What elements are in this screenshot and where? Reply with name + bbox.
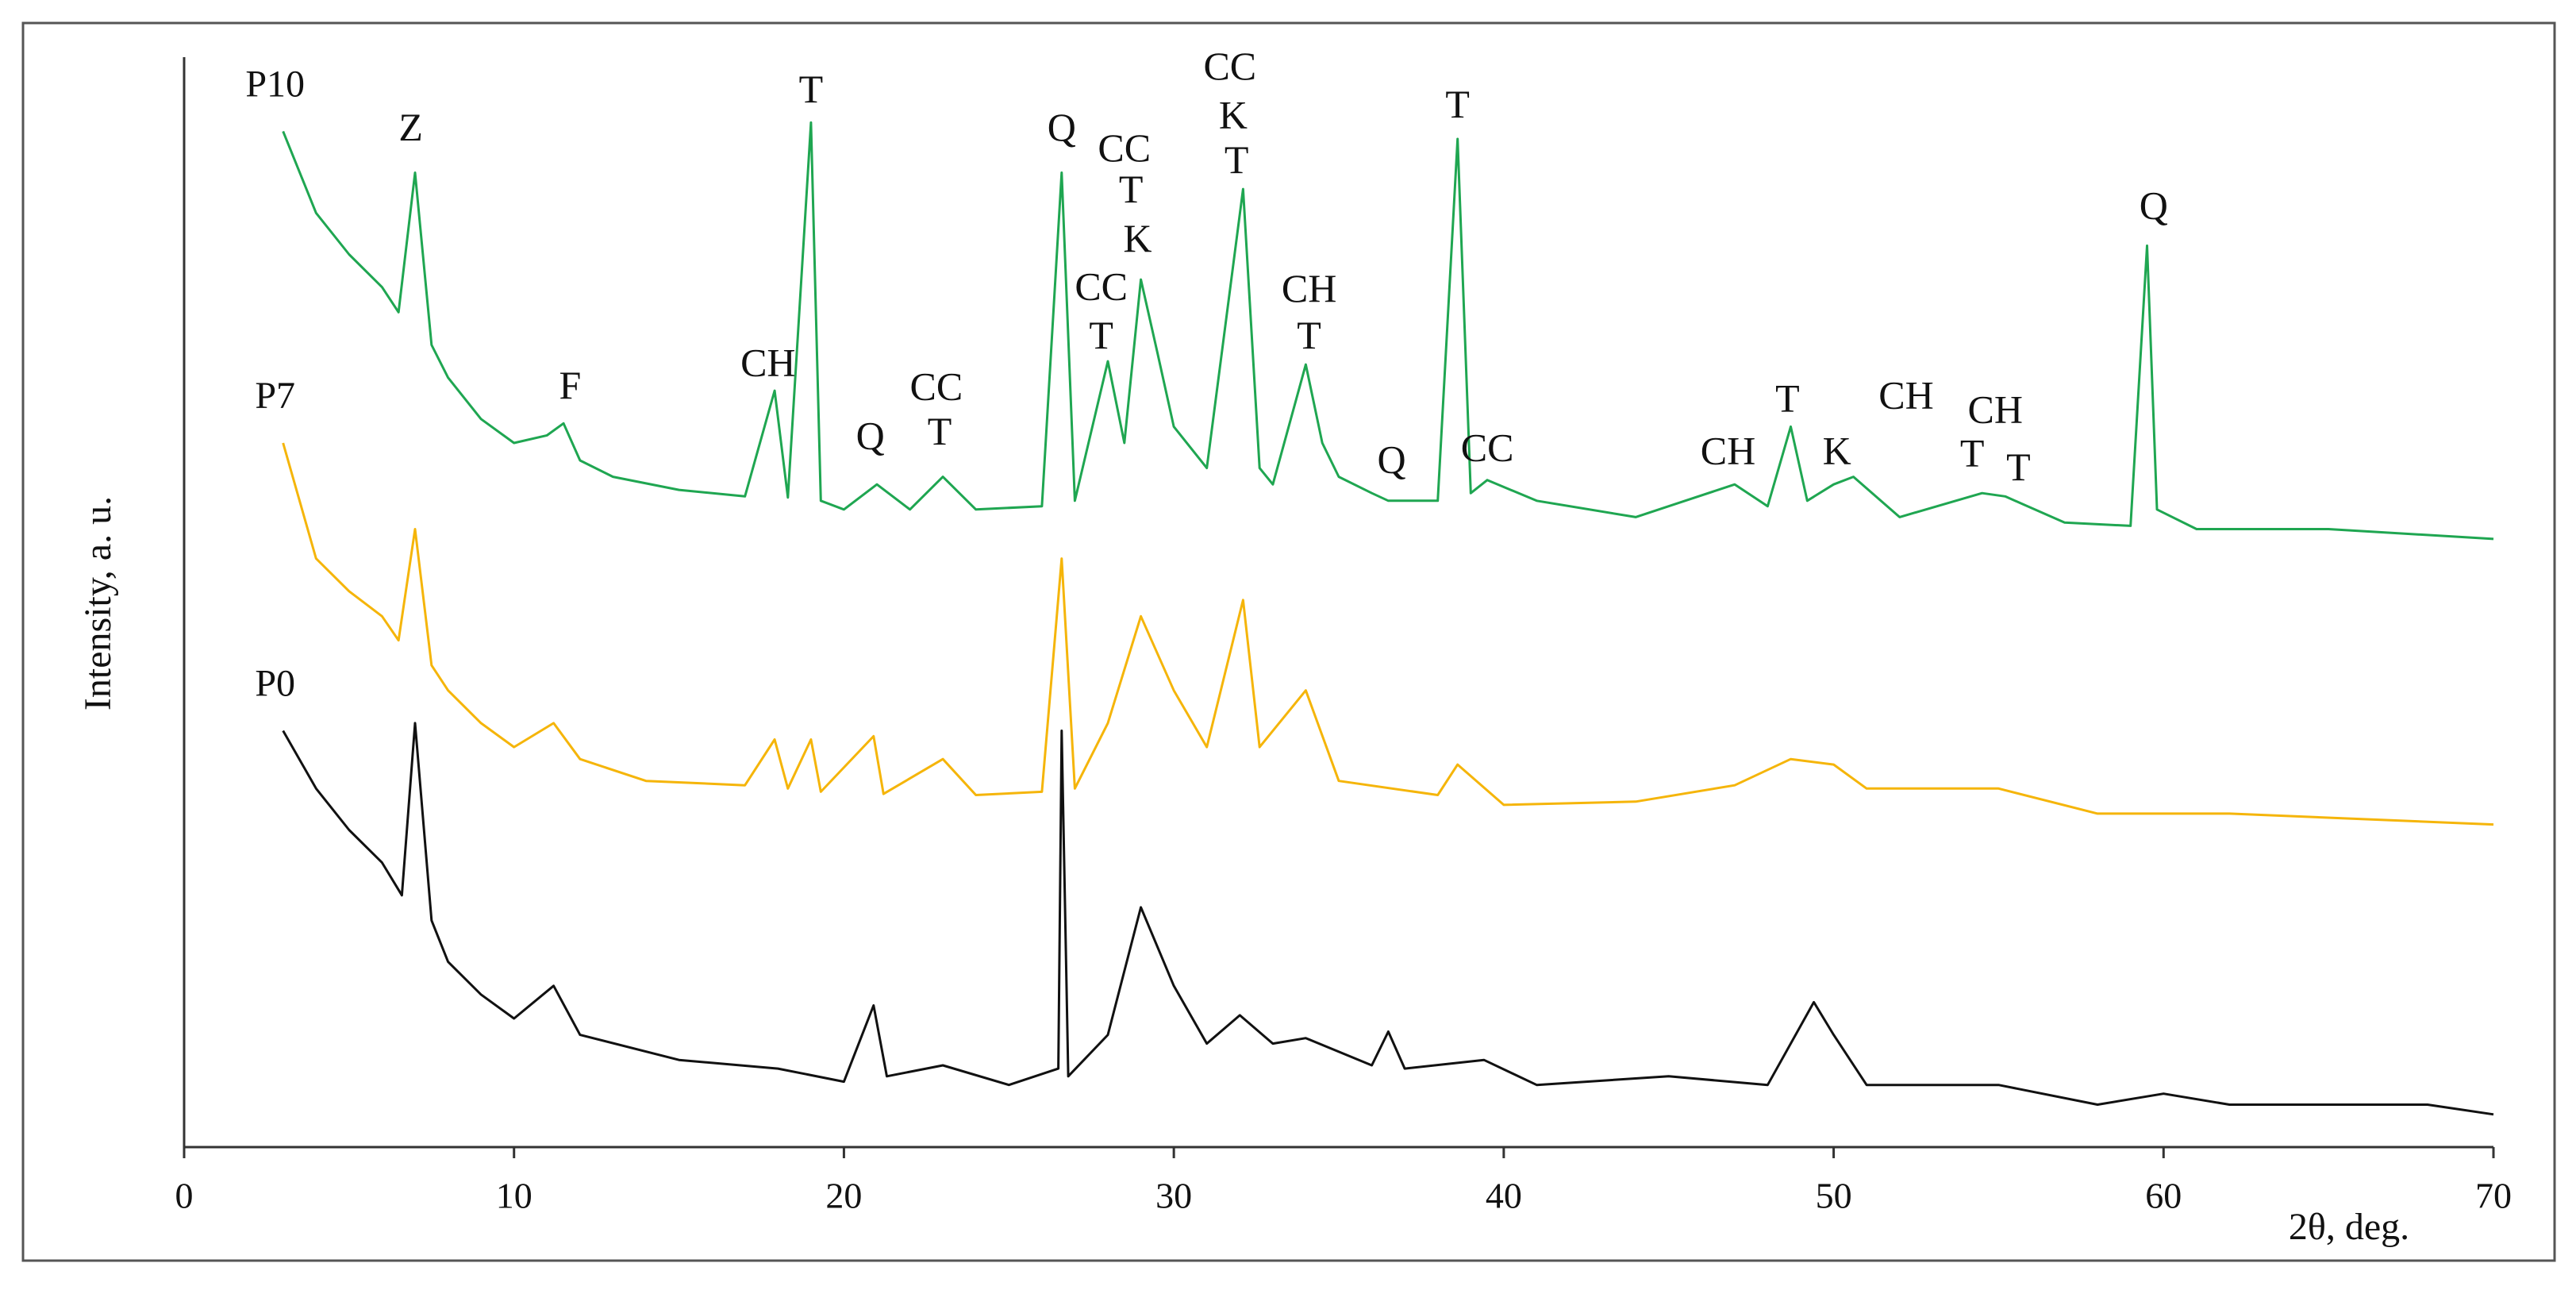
peak-label: CH (740, 340, 795, 384)
peak-label: T (1775, 376, 1800, 421)
peak-label: Q (856, 413, 885, 457)
peak-label: CH (1968, 387, 2023, 431)
peak-label: CC (1075, 264, 1128, 308)
series-label: P0 (255, 663, 295, 705)
peak-label: Q (2140, 183, 2168, 228)
series-line (282, 442, 2494, 826)
peak-label: CC (1203, 44, 1256, 88)
frame (21, 21, 2556, 1262)
x-tick-label: 60 (2145, 1176, 2182, 1216)
series-label: P10 (245, 63, 305, 105)
peak-label: T (1225, 137, 1249, 182)
peak-label: T (928, 409, 952, 453)
x-axis-label: 2θ, deg. (2289, 1206, 2409, 1248)
y-axis-label: Intensity, a. u. (77, 496, 119, 710)
peak-label: T (799, 67, 824, 111)
series-label: P7 (255, 375, 295, 417)
peak-label: CC (1098, 125, 1151, 170)
peak-label: T (1089, 313, 1113, 357)
peak-label: K (1823, 429, 1851, 473)
peak-label: CH (1701, 429, 1755, 473)
peak-label: Q (1048, 105, 1076, 149)
x-tick-label: 10 (496, 1176, 533, 1216)
x-tick-label: 70 (2475, 1176, 2512, 1216)
series-line (282, 722, 2494, 1116)
peak-label: T (1960, 430, 1985, 475)
peak-label: K (1219, 93, 1248, 137)
peak-label: CC (909, 364, 963, 409)
peak-label: Z (398, 105, 423, 149)
peak-label: T (1297, 313, 1321, 357)
series-line (282, 121, 2494, 541)
peak-label: CH (1282, 266, 1336, 310)
x-tick-label: 30 (1155, 1176, 1192, 1216)
x-tick-label: 40 (1486, 1176, 1522, 1216)
peak-label: CH (1878, 373, 1933, 418)
peak-label: T (2006, 445, 2031, 489)
peak-label: CC (1461, 425, 1514, 469)
x-tick-label: 0 (175, 1176, 194, 1216)
peak-label: Q (1377, 437, 1405, 482)
peak-label: T (1445, 82, 1470, 126)
x-tick-label: 50 (1816, 1176, 1852, 1216)
peak-label: T (1119, 167, 1144, 211)
x-tick-label: 20 (825, 1176, 862, 1216)
peak-label: K (1123, 216, 1152, 260)
peak-label: F (559, 363, 581, 407)
